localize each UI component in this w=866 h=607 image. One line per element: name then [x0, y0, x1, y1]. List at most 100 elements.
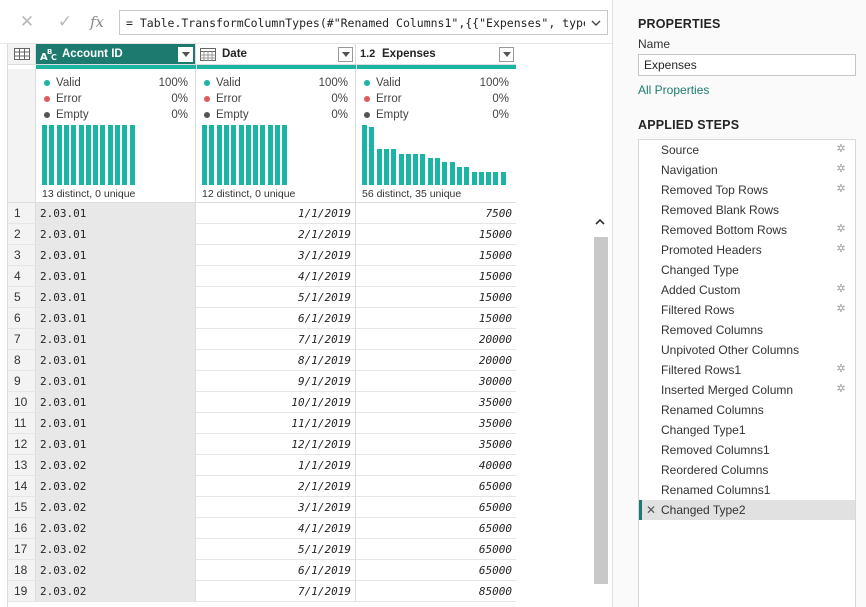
formula-input[interactable]: = Table.TransformColumnTypes(#"Renamed C…	[119, 10, 608, 35]
histogram-bar[interactable]	[56, 125, 62, 185]
row-number[interactable]: 11	[8, 413, 36, 434]
cell-account-id[interactable]: 2.03.01	[36, 392, 196, 413]
row-number[interactable]: 2	[8, 224, 36, 245]
cell-account-id[interactable]: 2.03.01	[36, 224, 196, 245]
row-number[interactable]: 5	[8, 287, 36, 308]
histogram-bar[interactable]	[500, 171, 506, 185]
gear-icon[interactable]: ✲	[836, 223, 846, 235]
table-row[interactable]: 7 2.03.01 7/1/2019 20000	[8, 329, 516, 350]
row-number[interactable]: 7	[8, 329, 36, 350]
scroll-up-icon[interactable]	[594, 216, 606, 228]
table-row[interactable]: 16 2.03.02 4/1/2019 65000	[8, 518, 516, 539]
column-header-expenses[interactable]: 1.2 Expenses	[356, 44, 516, 65]
applied-step[interactable]: Navigation ✲	[639, 160, 855, 180]
cell-date[interactable]: 6/1/2019	[196, 560, 356, 581]
applied-step[interactable]: Filtered Rows1 ✲	[639, 360, 855, 380]
table-row[interactable]: 1 2.03.01 1/1/2019 7500	[8, 203, 516, 224]
table-row[interactable]: 13 2.03.02 1/1/2019 40000	[8, 455, 516, 476]
histogram-bar[interactable]	[115, 125, 120, 185]
cell-expenses[interactable]: 40000	[356, 455, 516, 476]
row-number[interactable]: 6	[8, 308, 36, 329]
cell-date[interactable]: 7/1/2019	[196, 329, 356, 350]
histogram-bar[interactable]	[398, 153, 404, 185]
histogram-bar[interactable]	[100, 125, 106, 185]
histogram-bar[interactable]	[49, 125, 55, 185]
row-number[interactable]: 1	[8, 203, 36, 224]
cell-date[interactable]: 7/1/2019	[196, 581, 356, 602]
row-number[interactable]: 19	[8, 581, 36, 602]
cell-date[interactable]: 1/1/2019	[196, 455, 356, 476]
row-number[interactable]: 17	[8, 539, 36, 560]
histogram-bar[interactable]	[493, 171, 499, 185]
cell-expenses[interactable]: 65000	[356, 476, 516, 497]
cell-account-id[interactable]: 2.03.01	[36, 287, 196, 308]
cell-date[interactable]: 5/1/2019	[196, 287, 356, 308]
cell-expenses[interactable]: 15000	[356, 224, 516, 245]
histogram-bar[interactable]	[231, 125, 237, 185]
table-row[interactable]: 10 2.03.01 10/1/2019 35000	[8, 392, 516, 413]
histogram-bar[interactable]	[471, 171, 477, 185]
cell-account-id[interactable]: 2.03.02	[36, 455, 196, 476]
applied-step[interactable]: Removed Blank Rows	[639, 200, 855, 220]
cell-account-id[interactable]: 2.03.01	[36, 266, 196, 287]
histogram-bar[interactable]	[260, 125, 266, 185]
histogram-bar[interactable]	[71, 125, 77, 185]
chevron-down-icon[interactable]	[585, 11, 607, 34]
cell-account-id[interactable]: 2.03.01	[36, 329, 196, 350]
cell-expenses[interactable]: 65000	[356, 539, 516, 560]
cell-expenses[interactable]: 15000	[356, 245, 516, 266]
table-row[interactable]: 5 2.03.01 5/1/2019 15000	[8, 287, 516, 308]
histogram[interactable]	[362, 125, 508, 185]
fx-icon[interactable]: fx	[89, 13, 104, 31]
applied-step[interactable]: Source ✲	[639, 140, 855, 160]
cell-account-id[interactable]: 2.03.02	[36, 560, 196, 581]
cell-account-id[interactable]: 2.03.01	[36, 413, 196, 434]
histogram-bar[interactable]	[435, 158, 440, 185]
table-row[interactable]: 18 2.03.02 6/1/2019 65000	[8, 560, 516, 581]
cell-expenses[interactable]: 20000	[356, 329, 516, 350]
row-number[interactable]: 12	[8, 434, 36, 455]
histogram-bar[interactable]	[42, 125, 47, 185]
cell-date[interactable]: 2/1/2019	[196, 224, 356, 245]
cell-expenses[interactable]: 15000	[356, 266, 516, 287]
histogram-bar[interactable]	[85, 125, 91, 185]
histogram-bar[interactable]	[78, 125, 84, 185]
cell-date[interactable]: 4/1/2019	[196, 518, 356, 539]
table-row[interactable]: 3 2.03.01 3/1/2019 15000	[8, 245, 516, 266]
applied-step[interactable]: Changed Type	[639, 260, 855, 280]
histogram-bar[interactable]	[420, 153, 426, 185]
vertical-scrollbar[interactable]	[592, 210, 608, 607]
cell-account-id[interactable]: 2.03.02	[36, 581, 196, 602]
applied-step[interactable]: Removed Columns1	[639, 440, 855, 460]
table-row[interactable]: 8 2.03.01 8/1/2019 20000	[8, 350, 516, 371]
applied-step[interactable]: Removed Bottom Rows ✲	[639, 220, 855, 240]
cell-expenses[interactable]: 20000	[356, 350, 516, 371]
gear-icon[interactable]: ✲	[836, 183, 846, 195]
histogram-bar[interactable]	[223, 125, 229, 185]
histogram-bar[interactable]	[464, 167, 470, 185]
histogram-bar[interactable]	[253, 125, 259, 185]
cell-date[interactable]: 10/1/2019	[196, 392, 356, 413]
calendar-icon[interactable]	[200, 47, 218, 61]
histogram-bar[interactable]	[122, 125, 128, 185]
cancel-icon[interactable]: ✕	[19, 12, 35, 31]
cell-expenses[interactable]: 65000	[356, 497, 516, 518]
histogram-bar[interactable]	[427, 158, 433, 185]
histogram-bar[interactable]	[383, 149, 389, 185]
gear-icon[interactable]: ✲	[836, 163, 846, 175]
cell-account-id[interactable]: 2.03.01	[36, 350, 196, 371]
histogram-bar[interactable]	[486, 171, 492, 185]
histogram-bar[interactable]	[369, 126, 375, 185]
histogram-bar[interactable]	[391, 149, 397, 185]
table-row[interactable]: 19 2.03.02 7/1/2019 85000	[8, 581, 516, 602]
column-header-date[interactable]: Date	[196, 44, 356, 65]
histogram-bar[interactable]	[362, 125, 367, 185]
cell-date[interactable]: 8/1/2019	[196, 350, 356, 371]
commit-icon[interactable]: ✓	[57, 12, 73, 31]
delete-step-icon[interactable]: ✕	[646, 503, 657, 517]
applied-step[interactable]: Unpivoted Other Columns	[639, 340, 855, 360]
cell-expenses[interactable]: 7500	[356, 203, 516, 224]
decimal-type-icon[interactable]: 1.2	[360, 48, 376, 60]
